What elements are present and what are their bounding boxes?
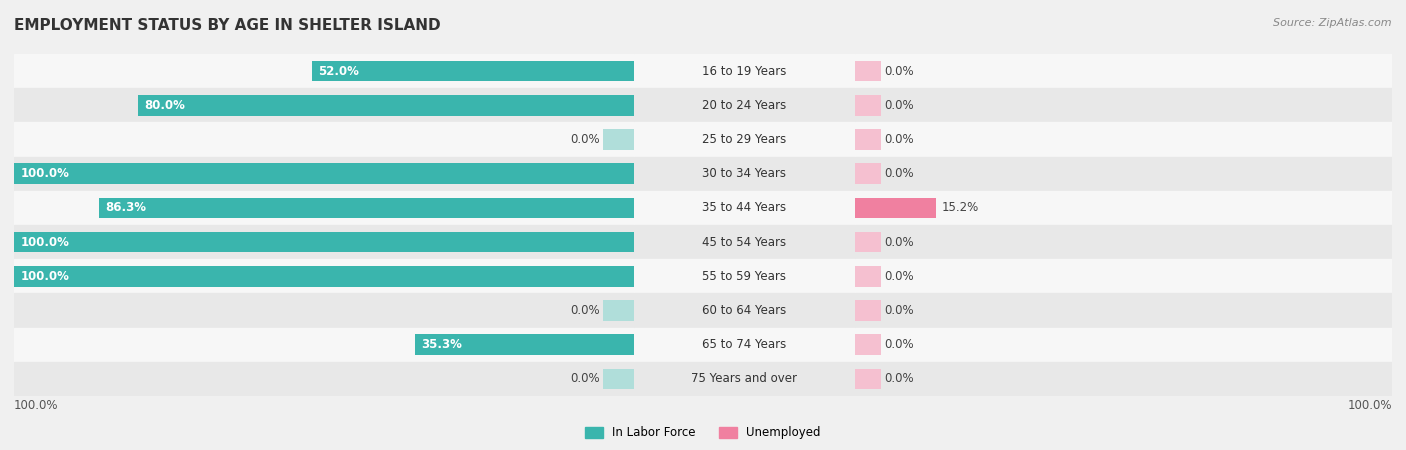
Bar — [603, 300, 634, 321]
Text: 30 to 34 Years: 30 to 34 Years — [703, 167, 786, 180]
Bar — [855, 334, 882, 355]
Text: 60 to 64 Years: 60 to 64 Years — [702, 304, 786, 317]
Bar — [855, 122, 1392, 157]
Text: 0.0%: 0.0% — [884, 167, 914, 180]
Bar — [634, 328, 855, 362]
Bar — [634, 54, 855, 88]
Text: 100.0%: 100.0% — [1347, 400, 1392, 412]
Text: 0.0%: 0.0% — [884, 236, 914, 248]
Bar — [603, 369, 634, 389]
Bar — [855, 95, 882, 116]
Bar — [14, 232, 634, 252]
Bar — [855, 259, 1392, 293]
Bar — [855, 369, 882, 389]
Bar — [634, 293, 855, 328]
Text: 52.0%: 52.0% — [318, 65, 359, 77]
Text: 100.0%: 100.0% — [20, 270, 69, 283]
Bar — [855, 191, 1392, 225]
Text: 0.0%: 0.0% — [884, 133, 914, 146]
Bar — [634, 157, 855, 191]
Bar — [14, 157, 634, 191]
Text: 80.0%: 80.0% — [145, 99, 186, 112]
Bar — [14, 328, 634, 362]
Bar — [855, 300, 882, 321]
Bar — [855, 163, 882, 184]
Bar — [855, 225, 1392, 259]
Text: 15.2%: 15.2% — [942, 202, 979, 214]
Text: 55 to 59 Years: 55 to 59 Years — [703, 270, 786, 283]
Bar — [855, 362, 1392, 396]
Bar — [14, 122, 634, 157]
Text: 35.3%: 35.3% — [422, 338, 463, 351]
Text: 0.0%: 0.0% — [884, 99, 914, 112]
Bar — [855, 198, 936, 218]
Bar — [14, 88, 634, 122]
Bar — [855, 61, 882, 81]
Text: 0.0%: 0.0% — [571, 133, 600, 146]
Bar — [855, 157, 1392, 191]
Bar — [634, 122, 855, 157]
Text: 0.0%: 0.0% — [571, 304, 600, 317]
Bar — [14, 54, 634, 88]
Text: 35 to 44 Years: 35 to 44 Years — [702, 202, 786, 214]
Bar — [855, 328, 1392, 362]
Bar — [634, 88, 855, 122]
Bar — [14, 225, 634, 259]
Bar — [855, 266, 882, 287]
Text: 0.0%: 0.0% — [884, 373, 914, 385]
Bar — [855, 129, 882, 150]
Bar — [634, 191, 855, 225]
Bar — [138, 95, 634, 116]
Text: 20 to 24 Years: 20 to 24 Years — [702, 99, 786, 112]
Text: 0.0%: 0.0% — [884, 65, 914, 77]
Bar — [634, 259, 855, 293]
Text: 75 Years and over: 75 Years and over — [692, 373, 797, 385]
Text: 0.0%: 0.0% — [884, 270, 914, 283]
Bar — [415, 334, 634, 355]
Bar — [634, 225, 855, 259]
Text: 100.0%: 100.0% — [20, 167, 69, 180]
Bar — [855, 54, 1392, 88]
Bar — [14, 362, 634, 396]
Bar — [14, 163, 634, 184]
Text: 0.0%: 0.0% — [571, 373, 600, 385]
Bar — [14, 191, 634, 225]
Text: 0.0%: 0.0% — [884, 304, 914, 317]
Bar — [855, 293, 1392, 328]
Text: 65 to 74 Years: 65 to 74 Years — [702, 338, 786, 351]
Text: 100.0%: 100.0% — [14, 400, 59, 412]
Bar — [855, 232, 882, 252]
Bar — [98, 198, 634, 218]
Text: 86.3%: 86.3% — [105, 202, 146, 214]
Text: EMPLOYMENT STATUS BY AGE IN SHELTER ISLAND: EMPLOYMENT STATUS BY AGE IN SHELTER ISLA… — [14, 18, 440, 33]
Text: Source: ZipAtlas.com: Source: ZipAtlas.com — [1274, 18, 1392, 28]
Bar — [14, 293, 634, 328]
Bar — [603, 129, 634, 150]
Text: 0.0%: 0.0% — [884, 338, 914, 351]
Bar — [14, 259, 634, 293]
Text: 25 to 29 Years: 25 to 29 Years — [702, 133, 786, 146]
Bar — [312, 61, 634, 81]
Text: 100.0%: 100.0% — [20, 236, 69, 248]
Text: 45 to 54 Years: 45 to 54 Years — [702, 236, 786, 248]
Bar — [14, 266, 634, 287]
Text: 16 to 19 Years: 16 to 19 Years — [702, 65, 786, 77]
Bar — [855, 88, 1392, 122]
Bar — [634, 362, 855, 396]
Legend: In Labor Force, Unemployed: In Labor Force, Unemployed — [581, 422, 825, 444]
